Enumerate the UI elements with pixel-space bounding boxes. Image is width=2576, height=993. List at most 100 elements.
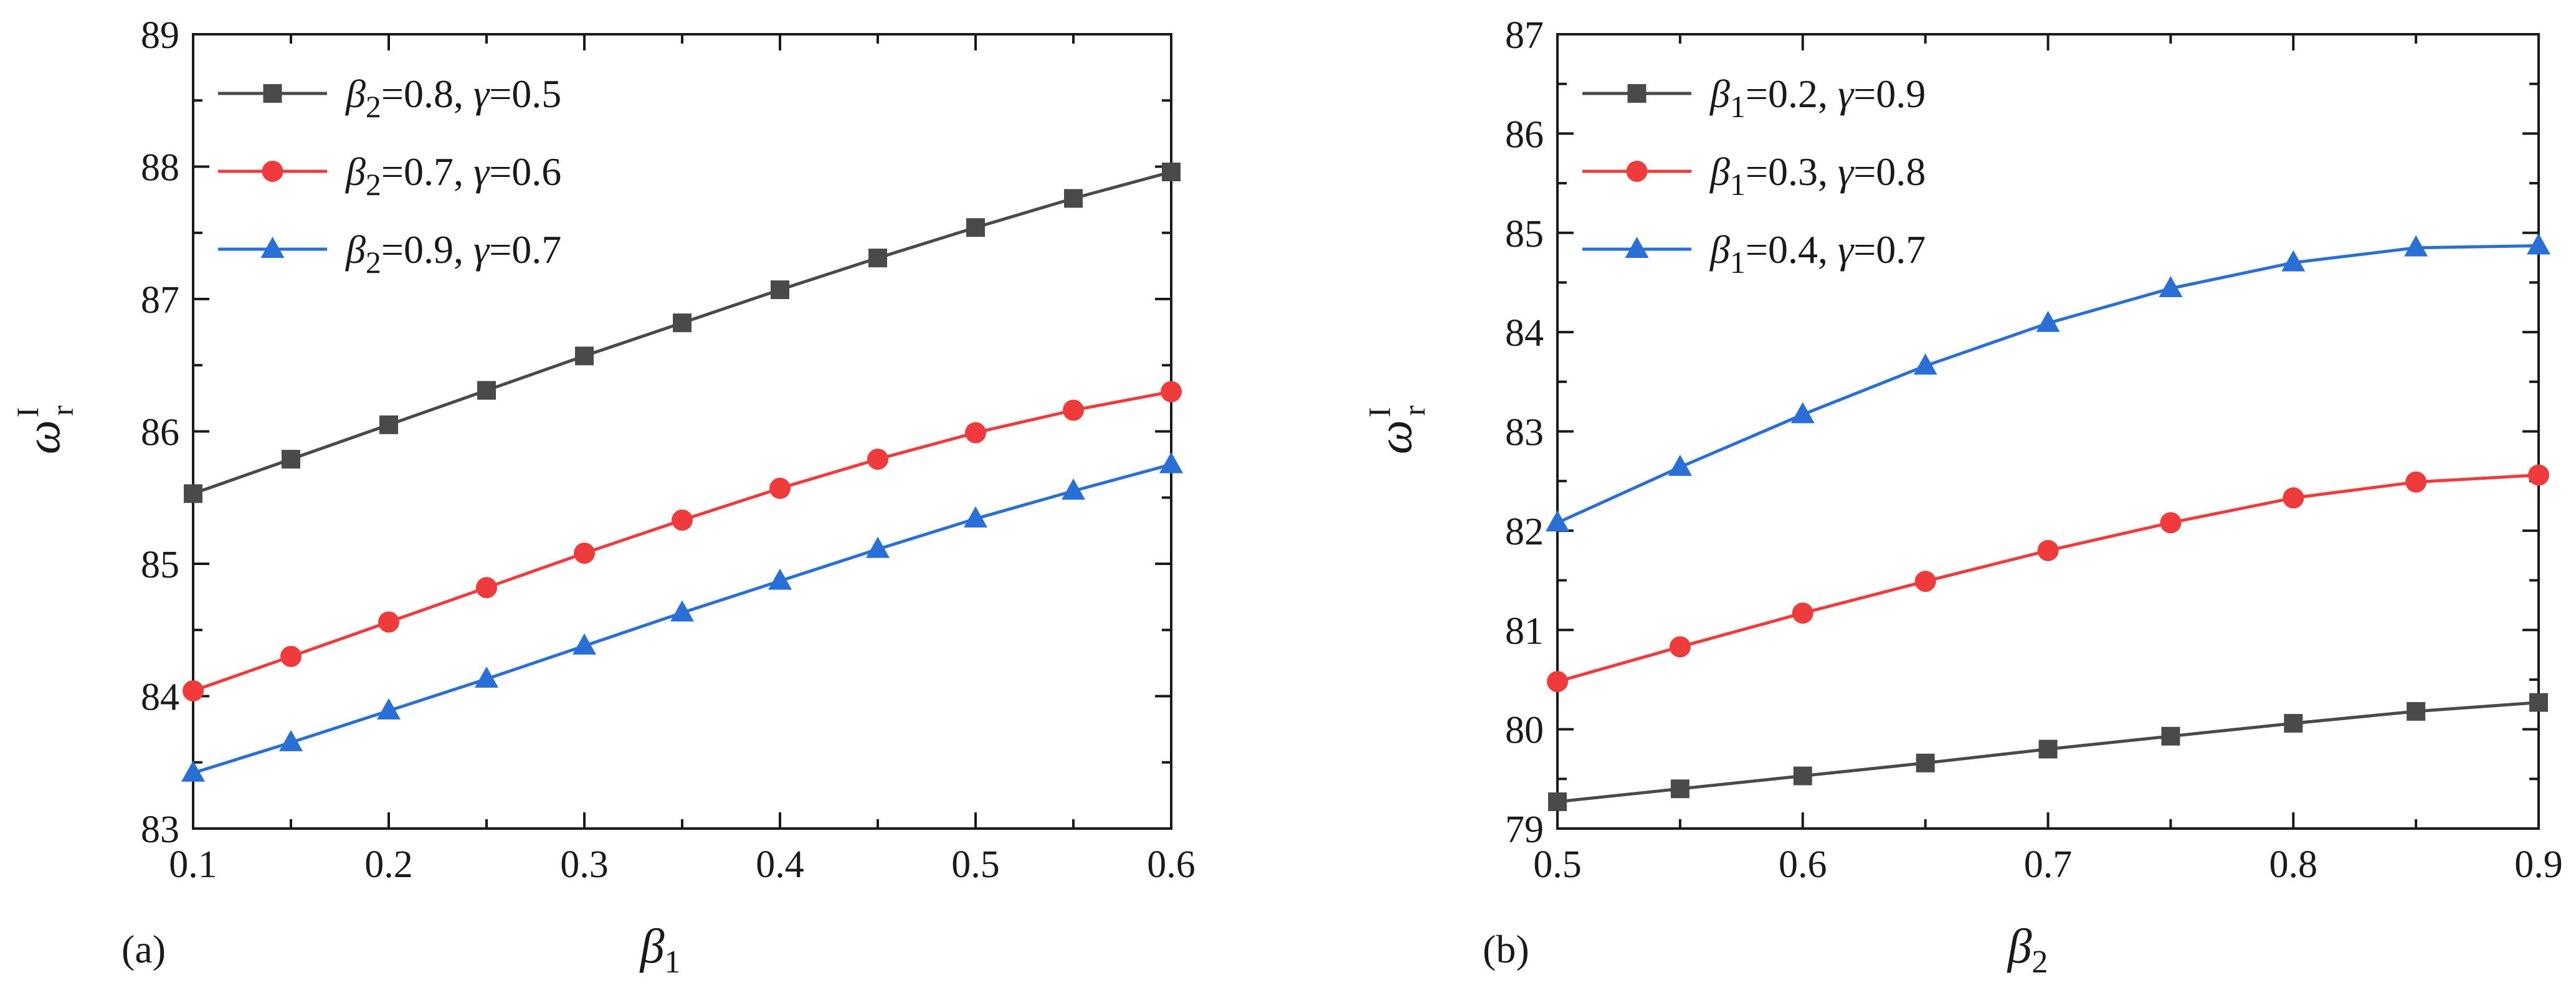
- data-point-square: [2161, 726, 2180, 746]
- series-line: [192, 390, 1172, 693]
- data-point-square: [282, 450, 300, 469]
- x-tick-label: 0.1: [169, 843, 217, 886]
- data-point-triangle: [2527, 233, 2550, 255]
- chart-panel-a: 0.1 0.2 0.3 0.4 0.5 0.6 83 84 85 86 87 88 89 (a) β1 ωIr…: [10, 14, 1195, 980]
- data-point-square: [2038, 739, 2058, 759]
- x-tick-label: 0.5: [1533, 843, 1582, 886]
- x-axis-title: β2: [2007, 919, 2048, 980]
- data-point-circle: [1161, 381, 1182, 402]
- series-triangle: [181, 452, 1183, 782]
- data-point-square: [184, 484, 202, 503]
- data-point-triangle: [2159, 276, 2183, 297]
- series-line: [192, 170, 1172, 495]
- plot-frame: [1556, 33, 2540, 830]
- y-tick-label: 86: [1505, 113, 1544, 156]
- legend-marker-circle: [262, 161, 283, 182]
- x-tick-label: 0.7: [2024, 843, 2073, 886]
- x-tick-label: 0.3: [560, 843, 609, 886]
- data-point-triangle: [1790, 402, 1815, 424]
- legend-entry: β1=0.2, γ=0.9: [1709, 72, 1926, 124]
- legend: β1=0.2, γ=0.9 β1=0.3, γ=0.8 β1=0.4, γ=0.7: [1582, 72, 1926, 280]
- y-tick-label: 86: [141, 412, 179, 454]
- data-point-circle: [1063, 399, 1084, 421]
- data-point-square: [1548, 792, 1567, 811]
- data-point-circle: [378, 611, 399, 633]
- data-point-circle: [769, 477, 791, 499]
- legend-entry: β1=0.3, γ=0.8: [1709, 150, 1926, 202]
- y-axis-title: ωIr: [10, 405, 80, 454]
- data-point-circle: [672, 509, 693, 531]
- chart-panel-b: 0.5 0.6 0.7 0.8 0.9 79 80 81 82 83 84 85 86 87 (b) β2 ωI…: [1362, 14, 2563, 980]
- y-tick-label: 79: [1505, 809, 1544, 851]
- x-tick-label: 0.2: [364, 843, 413, 886]
- data-point-square: [771, 280, 789, 300]
- data-point-triangle: [1668, 454, 1692, 476]
- data-point-circle: [1914, 571, 1936, 592]
- y-tick-label: 85: [1505, 213, 1544, 255]
- legend-entry: β2=0.7, γ=0.6: [345, 150, 561, 202]
- data-point-triangle: [2404, 235, 2428, 257]
- data-point-square: [1916, 753, 1935, 772]
- x-tick-label: 0.6: [1147, 843, 1195, 886]
- y-tick-label: 89: [141, 14, 179, 57]
- plot-frame: [192, 33, 1172, 830]
- series-line: [1556, 244, 2539, 525]
- legend: β2=0.8, γ=0.5 β2=0.7, γ=0.6 β2=0.9, γ=0.7: [218, 72, 561, 280]
- series-triangle: [1546, 233, 2550, 532]
- x-tick-label: 0.8: [2269, 843, 2318, 886]
- legend-entry: β1=0.4, γ=0.7: [1709, 227, 1926, 280]
- data-point-circle: [2283, 487, 2304, 509]
- data-point-square: [1064, 189, 1083, 208]
- panel-label: (a): [121, 927, 166, 971]
- data-point-square: [379, 415, 398, 434]
- x-tick-label: 0.4: [756, 843, 804, 886]
- data-point-square: [2529, 693, 2548, 712]
- data-point-triangle: [181, 760, 205, 782]
- legend-marker-triangle: [260, 237, 285, 258]
- data-point-square: [1162, 163, 1181, 181]
- y-tick-label: 84: [141, 677, 179, 719]
- y-tick-label: 87: [1505, 14, 1544, 57]
- data-point-square: [868, 249, 887, 268]
- x-tick-label: 0.9: [2514, 843, 2563, 886]
- x-axis-title: β1: [639, 919, 681, 980]
- x-tick-label: 0.5: [951, 843, 1000, 886]
- data-point-triangle: [475, 666, 498, 688]
- y-tick-label: 88: [141, 147, 179, 189]
- data-point-circle: [574, 543, 595, 564]
- data-point-circle: [965, 422, 986, 444]
- y-tick-label: 85: [141, 544, 179, 586]
- legend-marker-circle: [1626, 161, 1648, 182]
- panel-label: (b): [1483, 927, 1529, 971]
- data-point-triangle: [670, 600, 694, 622]
- data-point-circle: [2528, 464, 2549, 486]
- legend-entry: β2=0.9, γ=0.7: [345, 227, 561, 280]
- data-point-triangle: [964, 506, 987, 528]
- data-point-square: [575, 346, 594, 366]
- data-point-circle: [867, 449, 888, 470]
- y-tick-label: 80: [1505, 710, 1544, 752]
- legend-marker-triangle: [1625, 237, 1649, 258]
- data-point-triangle: [1062, 478, 1085, 500]
- data-point-square: [1793, 766, 1812, 786]
- data-point-circle: [1547, 671, 1568, 693]
- data-point-triangle: [1546, 510, 1569, 532]
- y-axis-title: ωIr: [1362, 405, 1432, 454]
- data-point-circle: [1792, 602, 1813, 624]
- legend-marker-square: [263, 84, 282, 103]
- data-point-circle: [2037, 539, 2059, 561]
- series-line: [1557, 473, 2539, 683]
- data-point-square: [2407, 701, 2426, 721]
- data-point-triangle: [1159, 452, 1183, 473]
- series-square: [1548, 693, 2548, 811]
- y-tick-label: 82: [1505, 511, 1544, 553]
- legend-entry: β2=0.8, γ=0.5: [345, 72, 561, 124]
- data-point-triangle: [866, 536, 890, 558]
- data-point-triangle: [2036, 310, 2060, 332]
- x-tick-label: 0.6: [1779, 843, 1827, 886]
- data-point-triangle: [768, 568, 792, 590]
- series-circle: [1547, 464, 2549, 693]
- y-tick-label: 83: [1505, 412, 1544, 454]
- data-point-square: [477, 381, 496, 400]
